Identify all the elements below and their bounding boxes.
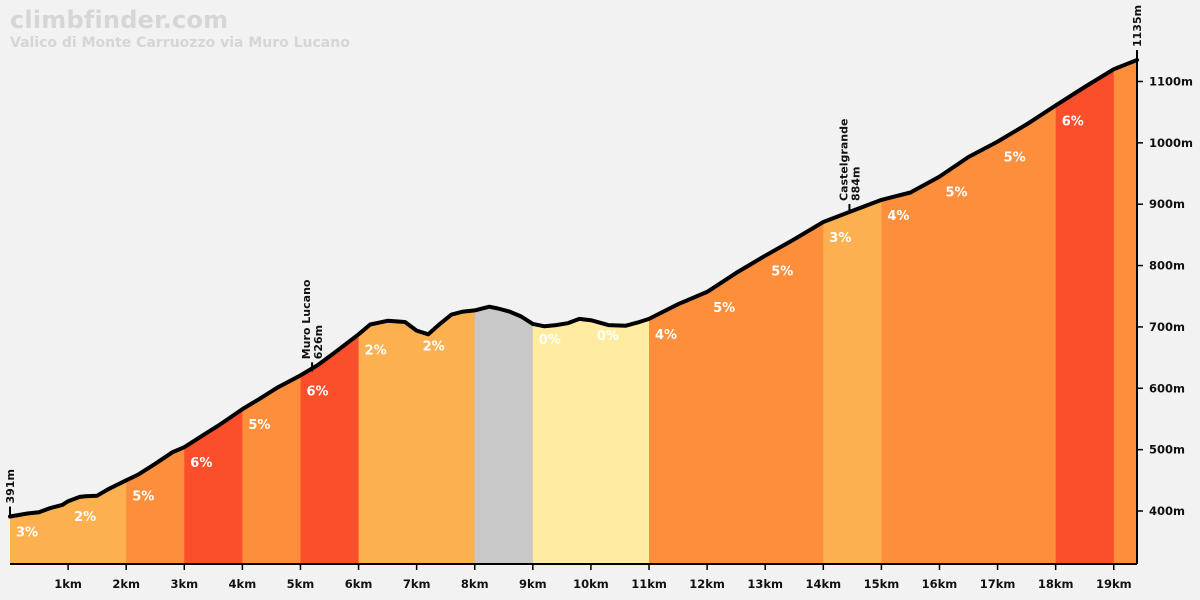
- gradient-segment-1: [10, 60, 69, 564]
- brand-logo-text: climbfinder.com: [10, 6, 229, 34]
- x-tick-label: 12km: [689, 577, 725, 591]
- x-tick-label: 4km: [229, 577, 257, 591]
- x-tick-label: 7km: [403, 577, 431, 591]
- gradient-segment-2: [68, 60, 127, 564]
- x-tick-label: 6km: [345, 577, 373, 591]
- gradient-segment-3: [126, 60, 185, 564]
- segment-grade-label: 6%: [190, 456, 212, 471]
- segment-grade-label: 5%: [713, 301, 735, 316]
- segment-grade-label: 4%: [887, 209, 909, 224]
- marker-label: Muro Lucano: [300, 279, 313, 359]
- x-tick-label: 9km: [519, 577, 547, 591]
- x-tick-label: 19km: [1096, 577, 1132, 591]
- segment-grade-label: 6%: [1062, 114, 1084, 129]
- gradient-segment-18: [997, 60, 1057, 564]
- gradient-segment-10: [532, 60, 592, 564]
- marker-label: Castelgrande: [837, 119, 850, 201]
- segment-grade-label: 5%: [248, 418, 270, 433]
- x-tick-label: 10km: [573, 577, 609, 591]
- x-tick-label: 16km: [922, 577, 958, 591]
- marker-label: 391m: [4, 469, 17, 503]
- y-tick-label: 1000m: [1149, 136, 1193, 150]
- gradient-segment-5: [242, 60, 301, 564]
- x-tick-label: 11km: [631, 577, 667, 591]
- segment-grade-label: 0%: [539, 333, 561, 348]
- gradient-segment-8: [416, 60, 476, 564]
- x-tick-label: 13km: [747, 577, 783, 591]
- gradient-segment-11: [590, 60, 650, 564]
- x-tick-label: 18km: [1038, 577, 1074, 591]
- x-tick-label: 15km: [864, 577, 900, 591]
- segment-grade-label: 2%: [74, 510, 96, 525]
- segment-grade-label: 5%: [771, 265, 793, 280]
- gradient-segment-17: [939, 60, 999, 564]
- x-tick-label: 2km: [112, 577, 140, 591]
- y-tick-label: 400m: [1149, 504, 1185, 518]
- segment-grade-label: 5%: [132, 489, 154, 504]
- x-tick-label: 5km: [287, 577, 315, 591]
- segment-grade-label: 6%: [307, 384, 329, 399]
- gradient-segment-4: [184, 60, 243, 564]
- segment-grade-label: 4%: [655, 328, 677, 343]
- gradient-segment-20: [1113, 60, 1137, 564]
- x-tick-label: 8km: [461, 577, 489, 591]
- segment-grade-label: 5%: [1004, 151, 1026, 166]
- y-tick-label: 600m: [1149, 381, 1185, 395]
- y-tick-label: 700m: [1149, 320, 1185, 334]
- gradient-segment-16: [881, 60, 940, 564]
- gradient-segment-14: [765, 60, 824, 564]
- y-tick-label: 1100m: [1149, 74, 1193, 88]
- gradient-segment-15: [823, 60, 882, 564]
- x-tick-label: 14km: [805, 577, 841, 591]
- profile-line: [8, 58, 1139, 519]
- y-tick-label: 900m: [1149, 197, 1185, 211]
- segment-grade-label: 2%: [423, 340, 445, 355]
- gradient-segment-13: [707, 60, 766, 564]
- gradient-segment-7: [358, 60, 418, 564]
- y-tick-label: 500m: [1149, 443, 1185, 457]
- segment-grade-label: 2%: [365, 343, 387, 358]
- x-tick-label: 3km: [170, 577, 198, 591]
- gradient-segment-19: [1055, 60, 1115, 564]
- chart-title: Valico di Monte Carruozzo via Muro Lucan…: [10, 35, 350, 51]
- x-tick-label: 1km: [54, 577, 82, 591]
- gradient-segment-9: [474, 60, 534, 564]
- gradient-segment-12: [649, 60, 708, 564]
- y-tick-label: 800m: [1149, 259, 1185, 273]
- segment-grade-label: 5%: [946, 186, 968, 201]
- x-tick-label: 17km: [980, 577, 1016, 591]
- segment-grade-label: 3%: [829, 231, 851, 246]
- marker-label: 884m: [849, 167, 862, 201]
- segment-grade-label: 3%: [16, 526, 38, 541]
- segment-grade-label: 0%: [597, 329, 619, 344]
- marker-label: 1135m: [1131, 5, 1144, 47]
- marker-label: 626m: [312, 325, 325, 359]
